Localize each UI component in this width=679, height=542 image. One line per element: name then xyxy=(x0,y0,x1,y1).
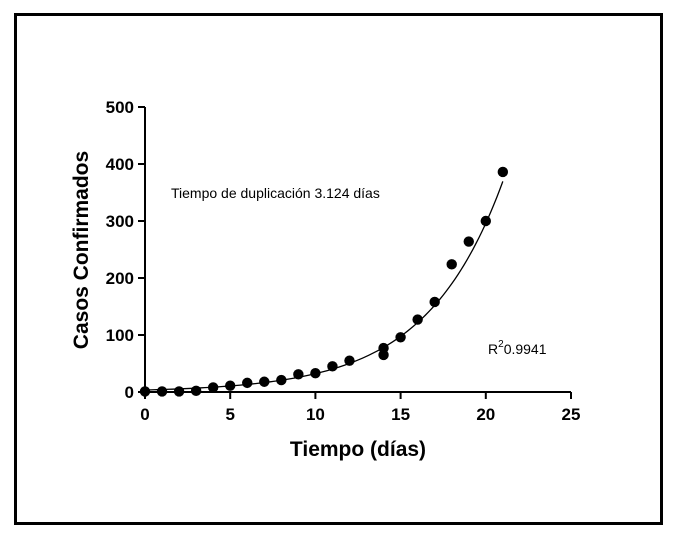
data-point-11 xyxy=(327,361,338,372)
data-point-5 xyxy=(225,380,236,391)
data-point-6 xyxy=(242,377,253,389)
data-point-1 xyxy=(156,386,168,397)
data-point-10 xyxy=(310,367,321,379)
data-point-21 xyxy=(497,166,509,178)
r-squared-superscript: 2 xyxy=(498,339,504,350)
y-tick-label: 500 xyxy=(106,98,134,117)
x-tick-label: 20 xyxy=(476,405,495,424)
y-axis-title: Casos Confirmados xyxy=(70,151,93,349)
x-tick-label: 10 xyxy=(306,405,325,424)
data-points xyxy=(139,166,509,397)
data-point-4 xyxy=(207,382,219,393)
y-tick-label: 400 xyxy=(106,155,134,174)
data-point-2 xyxy=(173,386,185,397)
y-ticks: 0 100 200 300 400 500 xyxy=(106,98,145,402)
y-tick-label: 300 xyxy=(106,212,134,231)
x-tick-label: 0 xyxy=(140,405,149,424)
data-point-18 xyxy=(446,259,457,270)
data-point-17 xyxy=(429,296,440,308)
axes xyxy=(144,107,571,393)
data-point-19 xyxy=(463,236,474,247)
data-point-15 xyxy=(395,332,406,343)
data-point-16 xyxy=(412,314,423,325)
x-tick-label: 5 xyxy=(225,405,234,424)
x-tick-label: 15 xyxy=(391,405,410,424)
data-point-7 xyxy=(259,376,270,387)
y-tick-label: 200 xyxy=(106,269,134,288)
x-tick-label: 25 xyxy=(562,405,581,424)
r-squared-value: 0.9941 xyxy=(504,341,547,357)
data-point-0 xyxy=(139,386,151,397)
data-point-12 xyxy=(344,355,355,366)
data-point-3 xyxy=(190,385,202,397)
doubling-time-annotation: Tiempo de duplicación 3.124 días xyxy=(171,185,380,201)
y-tick-label: 100 xyxy=(106,326,134,345)
r-squared-annotation: R20.9941 xyxy=(488,339,547,357)
x-axis-title: Tiempo (días) xyxy=(290,438,426,461)
data-point-8 xyxy=(276,374,287,386)
x-ticks: 0 5 10 15 20 25 xyxy=(140,392,580,424)
data-point-14 xyxy=(378,349,389,361)
data-point-9 xyxy=(293,369,304,380)
fit-curve xyxy=(144,181,504,391)
data-point-20 xyxy=(480,215,491,227)
y-tick-label: 0 xyxy=(125,383,134,402)
chart-frame xyxy=(14,13,663,525)
r-squared-base: R xyxy=(488,341,498,357)
